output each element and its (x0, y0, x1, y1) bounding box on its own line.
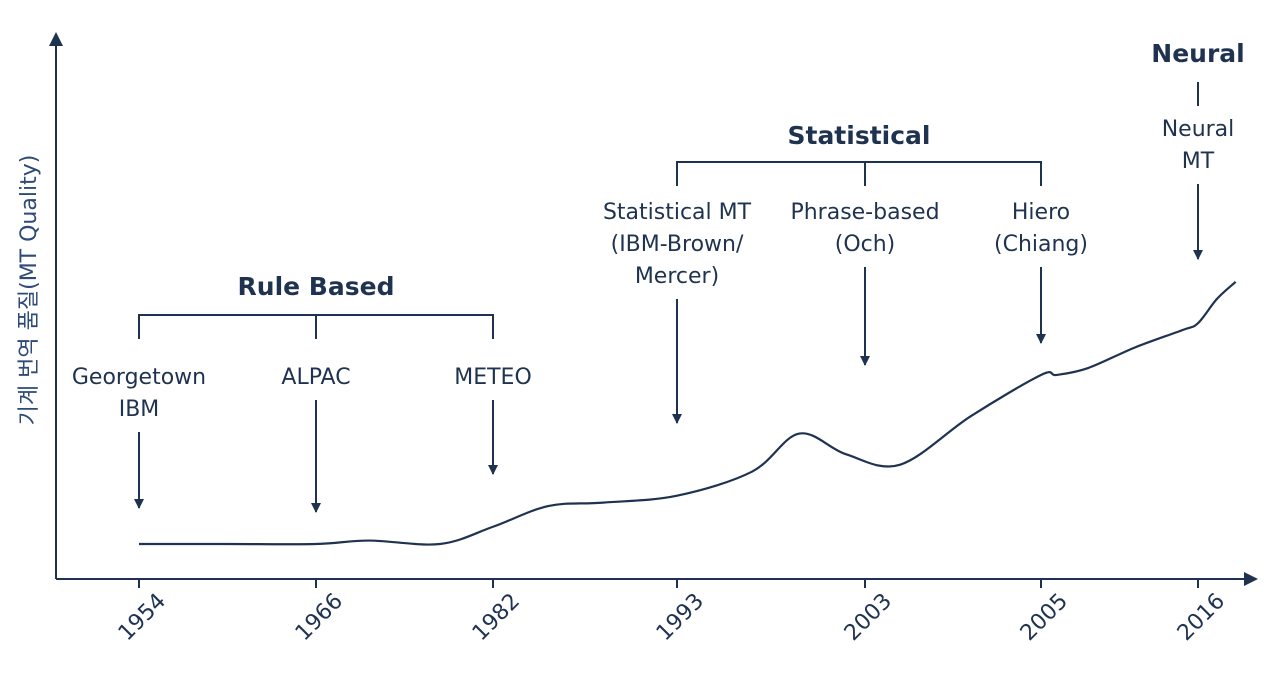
group-label: Rule Based (238, 272, 395, 301)
y-axis-label: 기계 번역 품질(MT Quality) (17, 155, 42, 426)
x-tick-label: 1993 (652, 589, 709, 646)
annotation-label: Statistical MT (603, 200, 752, 225)
annotation-label: Hiero (1012, 200, 1070, 225)
annotation-label: Mercer) (635, 264, 719, 289)
y-axis-arrow-icon (49, 32, 63, 46)
x-tick-label: 1966 (291, 589, 348, 646)
annotation-label: METEO (454, 365, 532, 390)
group-bracket (676, 161, 1042, 186)
x-tick-label: 2005 (1016, 589, 1073, 646)
x-tick-label: 1954 (114, 589, 171, 646)
annotation-label: ALPAC (281, 365, 350, 390)
annotation-label: Georgetown (72, 365, 206, 390)
annotation-label: Phrase-based (790, 200, 939, 225)
annotation-label: Neural (1162, 117, 1235, 142)
group-label: Neural (1151, 39, 1244, 68)
annotation-label: MT (1182, 149, 1215, 174)
group-label: Statistical (787, 121, 930, 150)
annotation-label: (Och) (835, 232, 896, 257)
annotation-label: (Chiang) (994, 232, 1088, 257)
x-tick-label: 1982 (468, 589, 525, 646)
mt-quality-series-line (139, 280, 1237, 546)
annotation-label: (IBM-Brown/ (611, 232, 744, 257)
x-tick-label: 2016 (1173, 589, 1230, 646)
x-tick-label: 2003 (840, 589, 897, 646)
x-axis-arrow-icon (1244, 572, 1258, 586)
annotation-label: IBM (119, 397, 160, 422)
